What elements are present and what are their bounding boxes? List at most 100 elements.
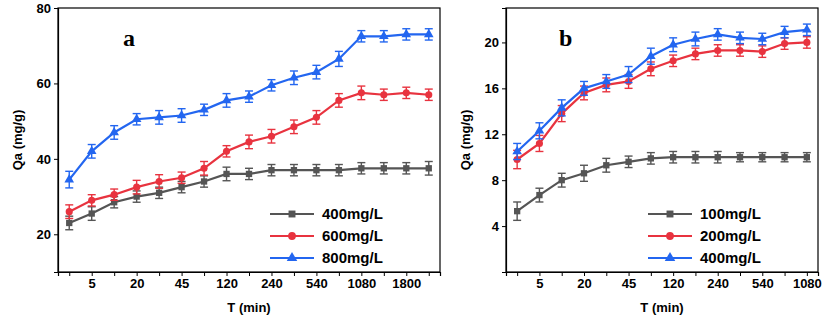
x-tick-mark: [429, 272, 430, 276]
error-bar-cap: [758, 57, 766, 58]
error-bar: [335, 94, 343, 108]
error-bar-cap: [803, 161, 811, 162]
error-bar-cap: [625, 155, 633, 156]
data-point: [759, 154, 765, 160]
error-bar-cap: [335, 93, 343, 94]
data-point: [736, 47, 743, 54]
error-bar-cap: [781, 37, 789, 38]
error-bar-cap: [647, 64, 655, 65]
panel-label: b: [559, 25, 572, 51]
y-tick-mark: [502, 226, 506, 227]
data-point: [223, 148, 230, 155]
data-point: [691, 33, 701, 41]
x-tick-label: 240: [261, 276, 283, 291]
data-point: [804, 154, 810, 160]
x-tick: [384, 272, 385, 276]
y-tick-label: 40: [37, 152, 51, 167]
series-line: [517, 42, 807, 159]
error-bar: [357, 163, 365, 174]
error-bar-cap: [625, 66, 633, 67]
error-bar: [558, 100, 566, 116]
x-tick-label: 20: [130, 276, 144, 291]
error-bar-cap: [88, 157, 96, 158]
x-tick-mark: [606, 272, 607, 276]
x-tick-label: 240: [707, 276, 729, 291]
error-bar-cap: [357, 173, 365, 174]
x-tick-mark: [384, 272, 385, 276]
error-bar: [513, 202, 521, 220]
data-point: [291, 167, 297, 173]
error-bar: [425, 89, 433, 100]
x-tick-label: 20: [577, 276, 591, 291]
error-bar-cap: [602, 88, 610, 89]
data-point: [670, 154, 676, 160]
x-tick-label: 1080: [793, 276, 822, 291]
error-bar-cap: [312, 65, 320, 66]
error-bar: [65, 171, 73, 188]
x-tick-label: 540: [752, 276, 774, 291]
error-bar: [580, 81, 588, 95]
error-bar-cap: [223, 145, 231, 146]
error-bar-cap: [335, 106, 343, 107]
x-tick: [651, 272, 652, 276]
error-bar: [736, 32, 744, 43]
data-point: [579, 83, 589, 91]
error-bar-cap: [669, 51, 677, 52]
error-bar-cap: [65, 218, 73, 219]
error-bar-cap: [513, 143, 521, 144]
error-bar-cap: [290, 119, 298, 120]
error-bar: [267, 165, 275, 176]
x-tick-mark: [785, 272, 786, 276]
error-bar-cap: [290, 84, 298, 85]
data-point: [154, 112, 164, 120]
x-tick: [695, 272, 696, 276]
x-tick-label: 120: [216, 276, 238, 291]
series: [65, 161, 433, 229]
data-point: [156, 178, 163, 185]
error-bar-cap: [267, 175, 275, 176]
x-tick: 120: [663, 272, 685, 291]
error-bar: [380, 163, 388, 174]
data-point: [381, 165, 387, 171]
y-tick-label: 20: [485, 35, 499, 50]
error-bar: [312, 111, 320, 125]
error-bar-cap: [155, 174, 163, 175]
data-point: [246, 171, 252, 177]
x-tick-label: 45: [622, 276, 636, 291]
error-bar-cap: [425, 39, 433, 40]
error-bar: [781, 26, 789, 37]
error-bar-cap: [803, 47, 811, 48]
error-bar-cap: [312, 123, 320, 124]
legend-item: 400mg/L: [270, 205, 383, 222]
error-bar: [200, 104, 208, 115]
error-bar: [535, 188, 543, 202]
error-bar-cap: [758, 161, 766, 162]
data-point: [177, 110, 187, 118]
data-point: [802, 24, 812, 32]
series: [64, 29, 433, 188]
error-bar-cap: [425, 174, 433, 175]
y-tick: 8: [492, 173, 506, 188]
legend-item: 800mg/L: [270, 249, 383, 266]
legend-marker: [665, 252, 676, 261]
x-tick: [69, 272, 70, 276]
legend-item: 100mg/L: [648, 205, 761, 222]
error-bar: [625, 156, 633, 167]
data-point: [222, 95, 232, 103]
error-bar-cap: [647, 152, 655, 153]
error-bar-cap: [781, 37, 789, 38]
error-bar-cap: [691, 162, 699, 163]
error-bar-cap: [380, 173, 388, 174]
error-bar: [669, 55, 677, 66]
data-point: [312, 67, 322, 75]
error-bar-cap: [691, 45, 699, 46]
x-tick-mark: [114, 272, 115, 276]
x-tick: [339, 272, 340, 276]
series-line: [69, 34, 429, 179]
panel-label: a: [123, 25, 135, 51]
data-point: [336, 167, 342, 173]
x-tick: 540: [306, 272, 328, 291]
legend-item: 600mg/L: [270, 227, 383, 244]
error-bar: [625, 67, 633, 83]
figure: 520451202405401080180020406080T (min)Qa …: [0, 0, 828, 317]
